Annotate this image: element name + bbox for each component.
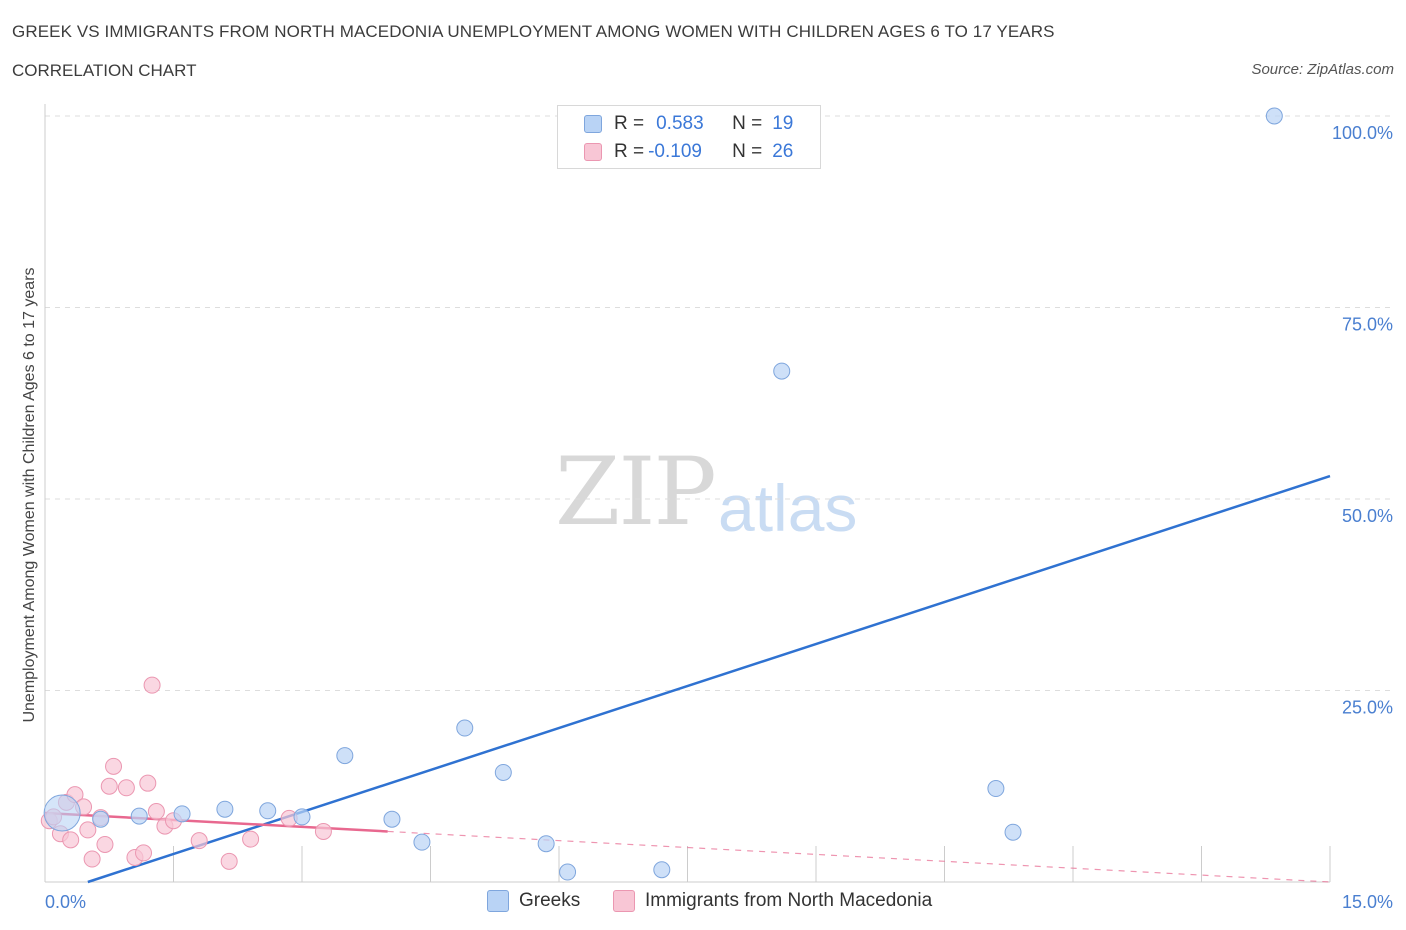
gridlines <box>45 115 1394 691</box>
legend-item-macedonia[interactable]: Immigrants from North Macedonia <box>613 890 932 912</box>
greeks-point <box>383 810 401 828</box>
macedonia-point <box>83 850 101 868</box>
macedonia-point <box>143 676 161 694</box>
source-credit: Source: ZipAtlas.com <box>1251 61 1394 78</box>
greeks-point <box>130 807 148 825</box>
data-points <box>40 107 1283 881</box>
n-value: 19 <box>772 113 794 134</box>
greeks-point <box>336 747 354 765</box>
macedonia-point <box>220 852 238 870</box>
macedonia-point <box>96 835 114 853</box>
watermark-zip: ZIP <box>555 438 717 547</box>
macedonia-trend-extension <box>387 830 1331 883</box>
greeks-point <box>773 362 791 380</box>
watermark-atlas: atlas <box>718 471 858 545</box>
greeks-point <box>1265 107 1283 125</box>
legend-row-macedonia: R = -0.109 N = 26 <box>584 140 793 164</box>
legend-label-macedonia: Immigrants from North Macedonia <box>645 890 933 911</box>
r-value: -0.109 <box>648 141 702 162</box>
macedonia-point <box>100 777 118 795</box>
greeks-point <box>259 802 277 820</box>
greeks-trend-line <box>87 474 1331 884</box>
x-tick-label: 15.0% <box>1342 892 1393 912</box>
y-tick-label: 100.0% <box>1332 123 1393 143</box>
greeks-point <box>173 805 191 823</box>
tick-labels: 100.0% 75.0% 50.0% 25.0% 0.0% 15.0% <box>45 123 1393 912</box>
greeks-point <box>559 863 577 881</box>
y-tick-label: 25.0% <box>1342 698 1393 718</box>
r-value: 0.583 <box>656 113 704 134</box>
greeks-swatch <box>584 115 602 133</box>
greeks-point <box>494 763 512 781</box>
greeks-legend-swatch <box>487 890 509 912</box>
macedonia-point <box>314 822 332 840</box>
macedonia-point <box>147 803 165 821</box>
greeks-point <box>537 835 555 853</box>
greeks-point <box>293 808 311 826</box>
macedonia-point <box>135 844 153 862</box>
macedonia-point <box>242 830 260 848</box>
greeks-point <box>987 780 1005 798</box>
greeks-point <box>1004 823 1022 841</box>
r-label: R = <box>614 113 645 134</box>
macedonia-point <box>79 821 97 839</box>
legend-row-greeks: R = 0.583 N = 19 <box>584 112 793 136</box>
trend-lines <box>44 474 1331 884</box>
chart-title: GREEK VS IMMIGRANTS FROM NORTH MACEDONIA… <box>12 22 1055 41</box>
x-tick-label: 0.0% <box>45 892 86 912</box>
n-value: 26 <box>772 141 794 162</box>
greeks-point <box>413 833 431 851</box>
greeks-point <box>216 800 234 818</box>
greeks-point <box>653 861 671 879</box>
correlation-legend: R = 0.583 N = 19 R = -0.109 N = 26 <box>557 105 821 169</box>
series-legend: Greeks Immigrants from North Macedonia <box>0 890 1406 916</box>
greeks-point <box>456 719 474 737</box>
greeks-point <box>92 810 110 828</box>
legend-label-greeks: Greeks <box>519 890 581 911</box>
n-label: N = <box>732 113 763 134</box>
r-label: R = <box>614 141 645 162</box>
macedonia-point <box>105 757 123 775</box>
y-tick-label: 75.0% <box>1342 315 1393 335</box>
macedonia-legend-swatch <box>613 890 635 912</box>
chart-subtitle: CORRELATION CHART <box>12 61 197 80</box>
macedonia-swatch <box>584 143 602 161</box>
axes <box>44 104 1331 883</box>
greeks-point <box>43 794 81 832</box>
macedonia-point <box>62 831 80 849</box>
n-label: N = <box>732 141 763 162</box>
macedonia-point <box>139 774 157 792</box>
y-tick-label: 50.0% <box>1342 506 1393 526</box>
legend-item-greeks[interactable]: Greeks <box>487 890 580 912</box>
macedonia-point <box>190 832 208 850</box>
macedonia-point <box>117 779 135 797</box>
